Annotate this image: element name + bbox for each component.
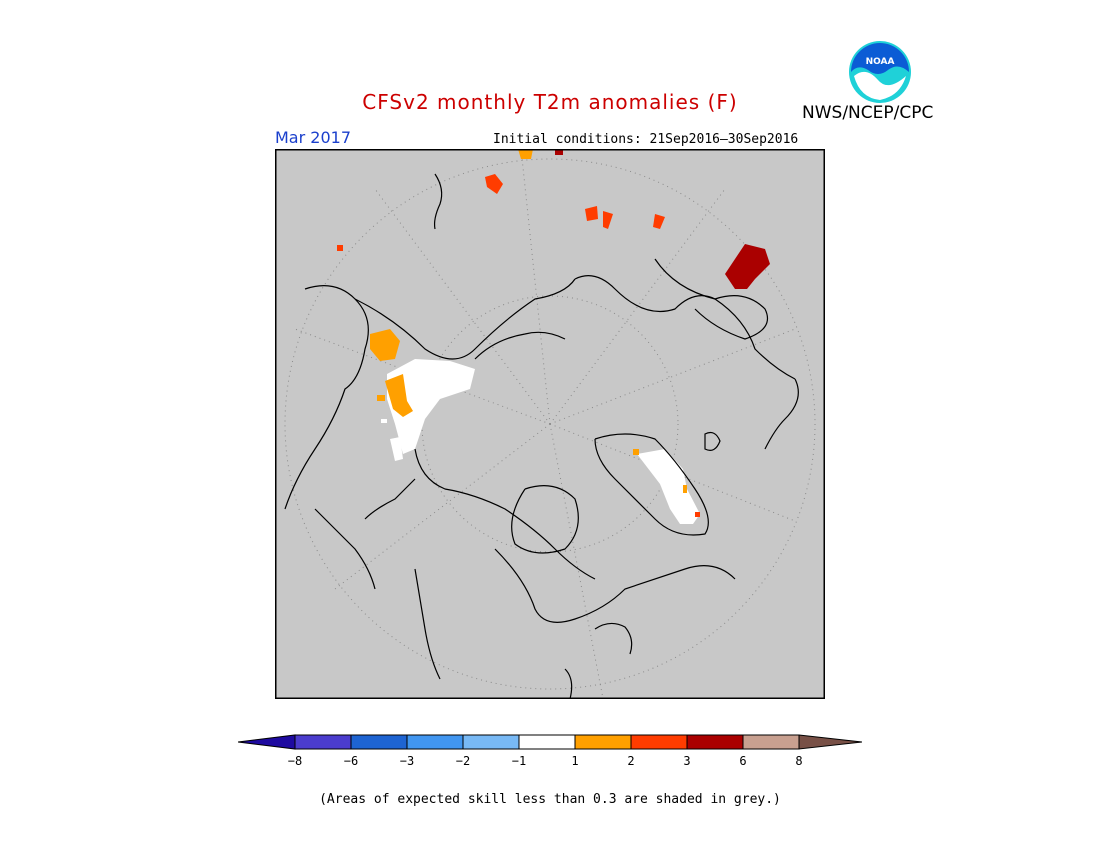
footnote: (Areas of expected skill less than 0.3 a…: [319, 792, 781, 807]
coastline: [284, 285, 369, 510]
anomaly-cool-2: [381, 419, 387, 423]
chart-title: CFSv2 monthly T2m anomalies (F): [362, 90, 738, 114]
noaa-logo-icon: NOAA: [849, 41, 911, 103]
anomaly-warm-11: [603, 211, 613, 229]
anomaly-warm-2: [385, 374, 413, 417]
anomaly-cool-4: [637, 449, 700, 524]
legend-tick-label: −3: [400, 754, 414, 768]
legend-tick-label: 2: [627, 754, 634, 768]
legend-swatch: [630, 734, 688, 750]
greenland-coast: [594, 433, 709, 536]
coastline: [314, 508, 376, 590]
legend-arrow-left: [238, 734, 296, 750]
logo-sky: [851, 43, 909, 74]
coastline: [364, 478, 416, 520]
coastline: [414, 568, 441, 680]
coastline: [594, 622, 633, 655]
anomaly-warm-9: [485, 174, 503, 194]
legend-tick-label: −2: [456, 754, 470, 768]
legend-swatch: [462, 734, 520, 750]
polar-map: [275, 149, 825, 699]
coastline: [574, 275, 796, 380]
coastlines: [284, 173, 799, 699]
anomaly-warm-6: [695, 512, 700, 517]
anomaly-warm-14: [725, 244, 770, 289]
color-legend: −8 −6 −3 −2 −1 1 2 3 6 8: [238, 734, 862, 768]
anomaly-shading: [337, 149, 770, 524]
coastline: [564, 668, 573, 699]
logo-text: NOAA: [866, 57, 895, 67]
anomaly-warm-4: [633, 449, 639, 455]
coastline: [414, 448, 596, 580]
grid-circle-outer: [284, 158, 816, 690]
anomaly-cool-3: [390, 437, 403, 461]
anomaly-warm-12: [653, 214, 665, 229]
legend-tick-label: −6: [344, 754, 358, 768]
coastline: [764, 378, 799, 450]
anomaly-warm-3: [377, 395, 385, 401]
legend-tick-label: 3: [683, 754, 690, 768]
anomaly-warm-1: [370, 329, 400, 361]
legend-tick-label: 1: [571, 754, 578, 768]
anomaly-warm-10: [585, 206, 598, 221]
meridian-line: [294, 328, 551, 425]
legend-swatch: [742, 734, 800, 750]
coastline: [474, 331, 566, 360]
anomaly-warm-5: [683, 485, 687, 493]
legend-labels: −8 −6 −3 −2 −1 1 2 3 6 8: [288, 754, 803, 768]
coastline: [433, 173, 443, 230]
coastline: [354, 278, 576, 360]
legend-tick-label: 6: [739, 754, 746, 768]
logo-bird: [854, 71, 906, 100]
meridian-line: [549, 423, 604, 699]
legend-swatch: [574, 734, 632, 750]
agency-label: NWS/NCEP/CPC: [802, 103, 934, 123]
coastline: [654, 258, 769, 340]
legend-swatch: [518, 734, 576, 750]
anomaly-warm-13: [337, 245, 343, 251]
coastline: [511, 485, 579, 554]
anomaly-warm-8: [555, 149, 563, 155]
meridian-line: [334, 423, 551, 590]
legend-arrow-right: [798, 734, 862, 750]
legend-swatch: [294, 734, 352, 750]
legend-swatch: [686, 734, 744, 750]
coastline: [494, 548, 736, 623]
initial-conditions: Initial conditions: 21Sep2016–30Sep2016: [493, 132, 799, 147]
legend-swatch: [406, 734, 464, 750]
anomaly-cool-1: [387, 359, 475, 454]
anomaly-warm-7: [518, 149, 533, 159]
legend-swatch: [350, 734, 408, 750]
legend-tick-label: −1: [512, 754, 526, 768]
legend-boxes: [238, 734, 862, 750]
legend-tick-label: −8: [288, 754, 302, 768]
map-frame: [275, 149, 825, 699]
legend-tick-label: 8: [795, 754, 802, 768]
coastline: [704, 431, 721, 451]
forecast-month: Mar 2017: [275, 128, 351, 147]
